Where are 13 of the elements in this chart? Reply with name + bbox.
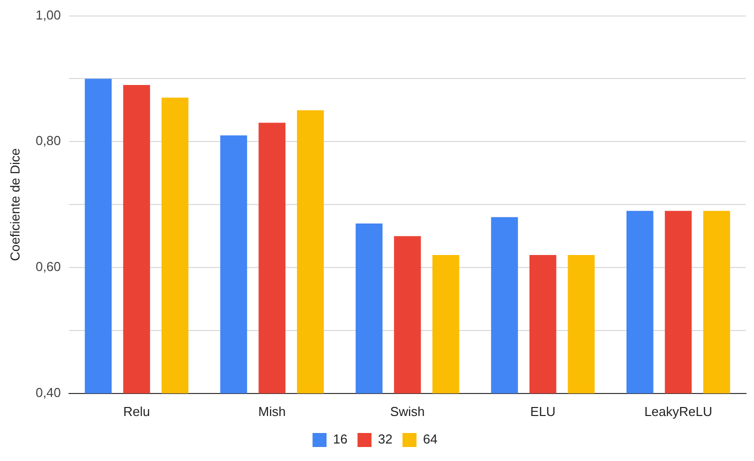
x-tick-label: Swish — [390, 404, 425, 419]
y-tick-label: 0,60 — [36, 259, 61, 274]
legend-label: 64 — [422, 432, 438, 447]
y-axis-title: Coeficiente de Dice — [7, 148, 22, 261]
y-tick-label: 0,80 — [36, 133, 61, 148]
x-tick-label: Relu — [123, 404, 150, 419]
y-tick-label: 1,00 — [36, 7, 61, 22]
x-tick-label: ELU — [530, 404, 556, 419]
x-tick-label: Mish — [258, 404, 286, 419]
legend-label: 16 — [333, 432, 348, 447]
x-tick-label: LeakyReLU — [644, 404, 712, 419]
y-tick-label: 0,40 — [36, 384, 61, 400]
legend-label: 32 — [378, 432, 392, 447]
